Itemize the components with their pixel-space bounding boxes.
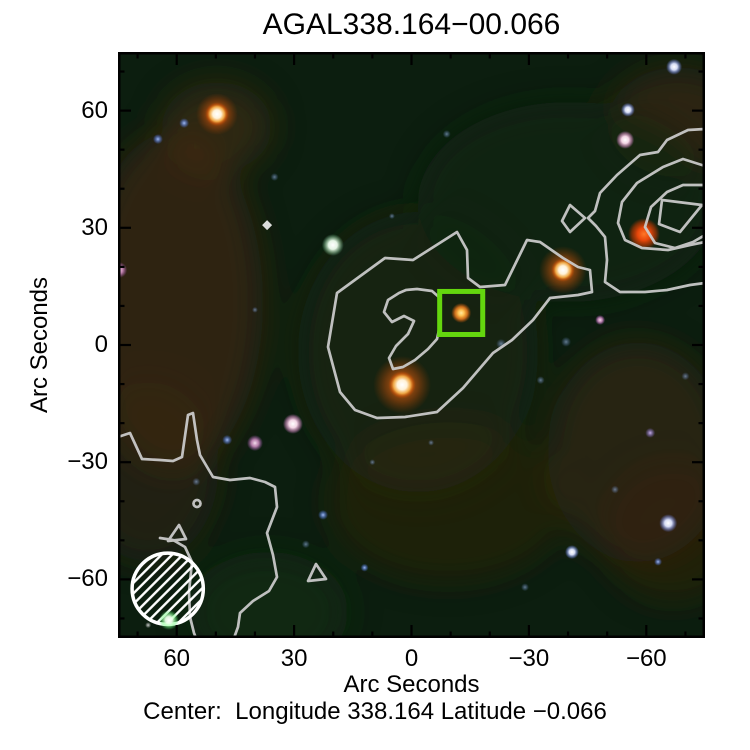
star <box>610 485 619 494</box>
y-tick-label: −60 <box>67 565 108 593</box>
x-tick-label: 0 <box>404 645 419 672</box>
y-tick-label: 0 <box>94 331 108 358</box>
contour-line <box>326 230 594 420</box>
star <box>536 376 545 385</box>
star <box>360 563 369 572</box>
star <box>561 336 572 347</box>
star <box>645 427 656 438</box>
star <box>616 130 635 149</box>
y-tick-label: 60 <box>81 96 108 124</box>
beam-hatching <box>132 553 204 625</box>
star <box>595 314 606 325</box>
star <box>627 218 660 251</box>
star <box>179 118 190 129</box>
y-tick-label: −30 <box>67 448 108 476</box>
star <box>192 477 201 486</box>
star <box>451 302 472 323</box>
x-tick-label: 60 <box>163 645 191 672</box>
star <box>145 622 152 629</box>
star <box>388 213 395 220</box>
contour-line <box>192 498 202 509</box>
star <box>520 583 529 592</box>
plot-area <box>78 52 748 672</box>
star <box>620 102 635 117</box>
contour-line <box>306 562 328 583</box>
plot-frame <box>118 52 705 638</box>
contour-line <box>382 287 442 371</box>
x-axis-label: Arc Seconds <box>343 671 480 698</box>
star <box>659 514 678 533</box>
sky-image <box>78 52 748 672</box>
x-tick-label: 30 <box>280 645 308 672</box>
star <box>681 372 690 381</box>
figure-title: AGAL338.164−00.066 <box>262 8 561 41</box>
contour-line <box>166 523 188 543</box>
star <box>152 134 163 145</box>
star <box>321 233 344 256</box>
star <box>369 459 376 466</box>
star <box>654 557 663 566</box>
x-tick-label: −30 <box>508 645 550 672</box>
contour-line <box>643 183 707 250</box>
nebula-patch <box>418 102 718 302</box>
star <box>301 540 310 549</box>
star <box>666 58 683 75</box>
star <box>251 306 258 313</box>
y-axis-label: Arc Seconds <box>26 276 53 414</box>
x-tick-label: −60 <box>625 645 667 672</box>
star <box>158 610 179 631</box>
star <box>222 434 233 445</box>
star <box>282 413 303 434</box>
star <box>550 257 575 282</box>
contour-line <box>116 411 279 640</box>
star <box>318 509 329 520</box>
star <box>388 370 417 399</box>
star <box>428 439 435 446</box>
star-artifact <box>262 220 273 231</box>
nebula-patch <box>328 422 568 582</box>
star <box>442 130 451 139</box>
star <box>564 545 579 560</box>
star <box>205 102 230 127</box>
contour-line <box>586 127 707 294</box>
center-coordinates-caption: Center: Longitude 338.164 Latitude −0.06… <box>143 698 607 725</box>
contours-layer <box>116 127 707 640</box>
stars-layer <box>111 58 690 629</box>
star <box>246 435 263 452</box>
y-tick-label: 30 <box>81 213 108 241</box>
source-marker-box <box>437 288 486 337</box>
star <box>270 173 279 182</box>
contour-line <box>657 198 704 234</box>
contour-line <box>560 203 587 234</box>
